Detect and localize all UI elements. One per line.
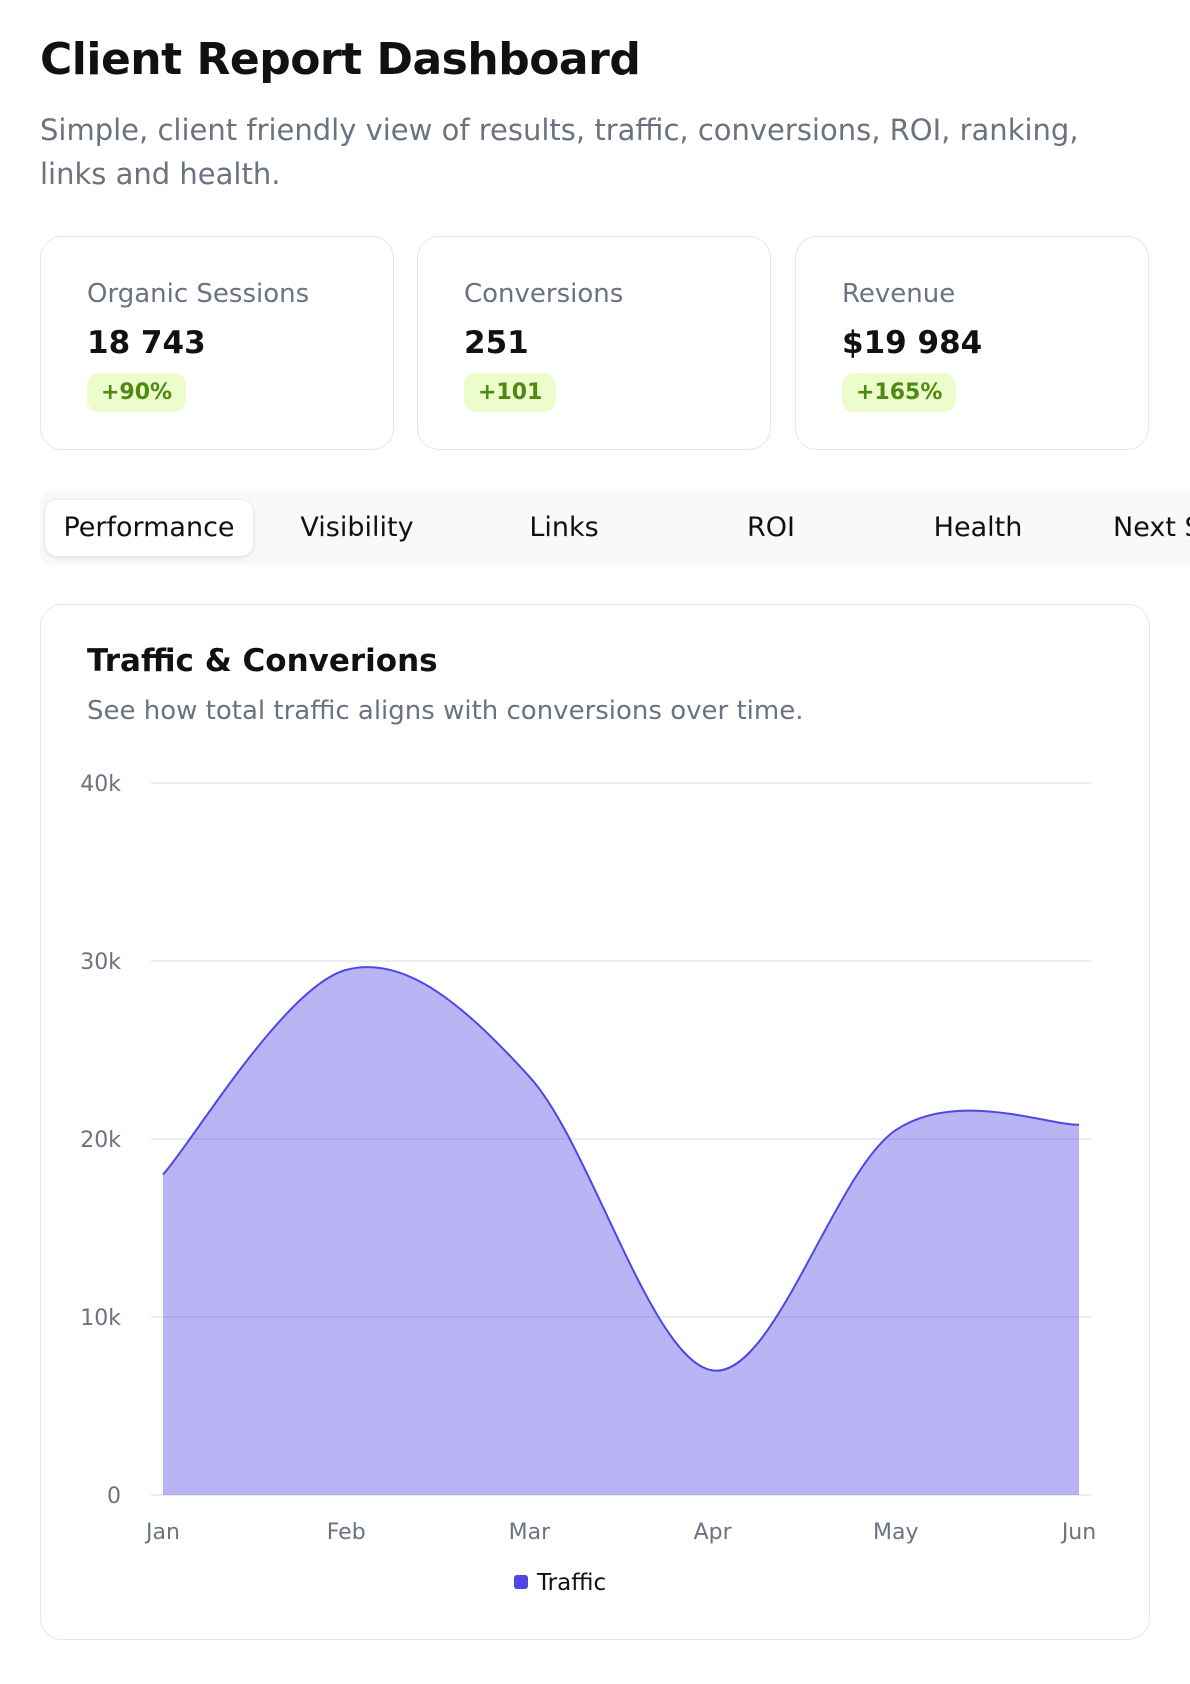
y-tick-label: 0	[107, 1484, 121, 1509]
kpi-value: 18 743	[87, 325, 206, 361]
kpi-change: +90%	[87, 373, 187, 412]
kpi-change: +101	[464, 373, 557, 412]
page-subtitle: Simple, client friendly view of results,…	[40, 113, 1079, 191]
tab-bar: Performance Visibility Links ROI Health …	[40, 492, 1190, 564]
page-title: Client Report Dashboard	[40, 34, 641, 85]
kpi-value: $19 984	[842, 325, 983, 361]
kpi-card: Conversions 251 +101	[417, 236, 771, 450]
chart-card: Traffic & Converions See how total traff…	[40, 604, 1150, 1640]
kpi-label: Conversions	[464, 279, 624, 309]
chart-subtitle: See how total traffic aligns with conver…	[87, 696, 803, 726]
tab[interactable]: ROI	[747, 512, 795, 543]
kpi-card: Organic Sessions 18 743 +90%	[40, 236, 394, 450]
x-tick-label: Jun	[1060, 1520, 1096, 1545]
tab[interactable]: Performance	[45, 500, 253, 556]
tab[interactable]: Next S	[1113, 512, 1190, 543]
kpi-value: 251	[464, 325, 529, 361]
kpi-label: Organic Sessions	[87, 279, 310, 309]
y-tick-label: 20k	[80, 1128, 121, 1153]
kpi-label: Revenue	[842, 279, 956, 309]
kpi-card: Revenue $19 984 +165%	[795, 236, 1149, 450]
tab[interactable]: Links	[529, 512, 599, 543]
x-tick-label: Jan	[144, 1520, 180, 1545]
tab[interactable]: Health	[933, 512, 1023, 543]
x-tick-label: May	[873, 1520, 918, 1545]
kpi-change: +165%	[842, 373, 957, 412]
x-tick-label: Mar	[509, 1520, 551, 1545]
legend-label: Traffic	[536, 1570, 606, 1596]
x-tick-label: Apr	[694, 1520, 733, 1545]
y-tick-label: 30k	[80, 950, 121, 975]
tab[interactable]: Visibility	[300, 512, 414, 543]
y-tick-label: 10k	[80, 1306, 121, 1331]
chart-title: Traffic & Converions	[87, 643, 438, 679]
x-tick-label: Feb	[327, 1520, 366, 1545]
y-tick-label: 40k	[80, 772, 121, 797]
area	[163, 967, 1079, 1495]
legend-swatch	[514, 1575, 528, 1589]
chart: Traffic & Converions See how total traff…	[80, 643, 1096, 1596]
area-line	[162, 966, 1080, 1372]
